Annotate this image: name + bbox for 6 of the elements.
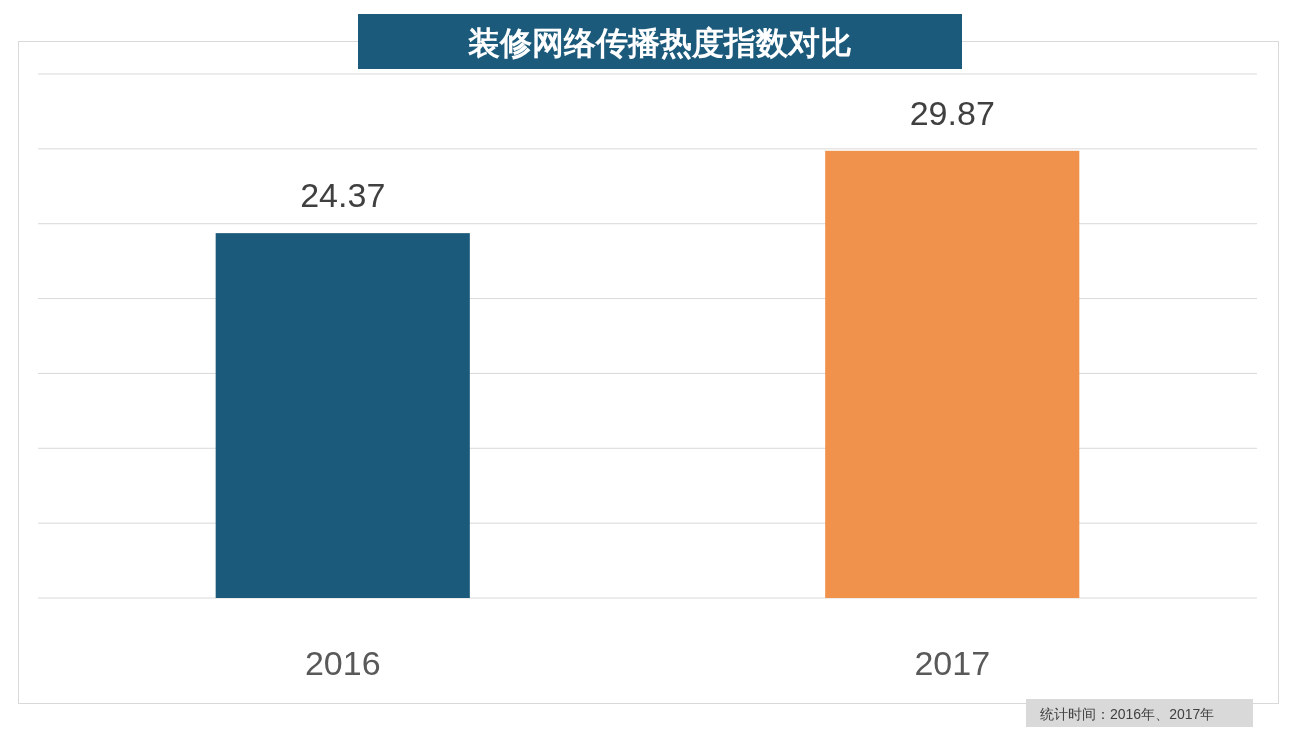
chart-title: 装修网络传播热度指数对比 xyxy=(467,25,852,61)
x-tick-label: 2017 xyxy=(914,644,991,682)
x-tick-label: 2016 xyxy=(304,644,381,682)
data-label: 29.87 xyxy=(909,93,995,132)
data-label: 24.37 xyxy=(300,176,386,215)
text: 统计时间：2016年、2017年 xyxy=(1040,706,1215,722)
